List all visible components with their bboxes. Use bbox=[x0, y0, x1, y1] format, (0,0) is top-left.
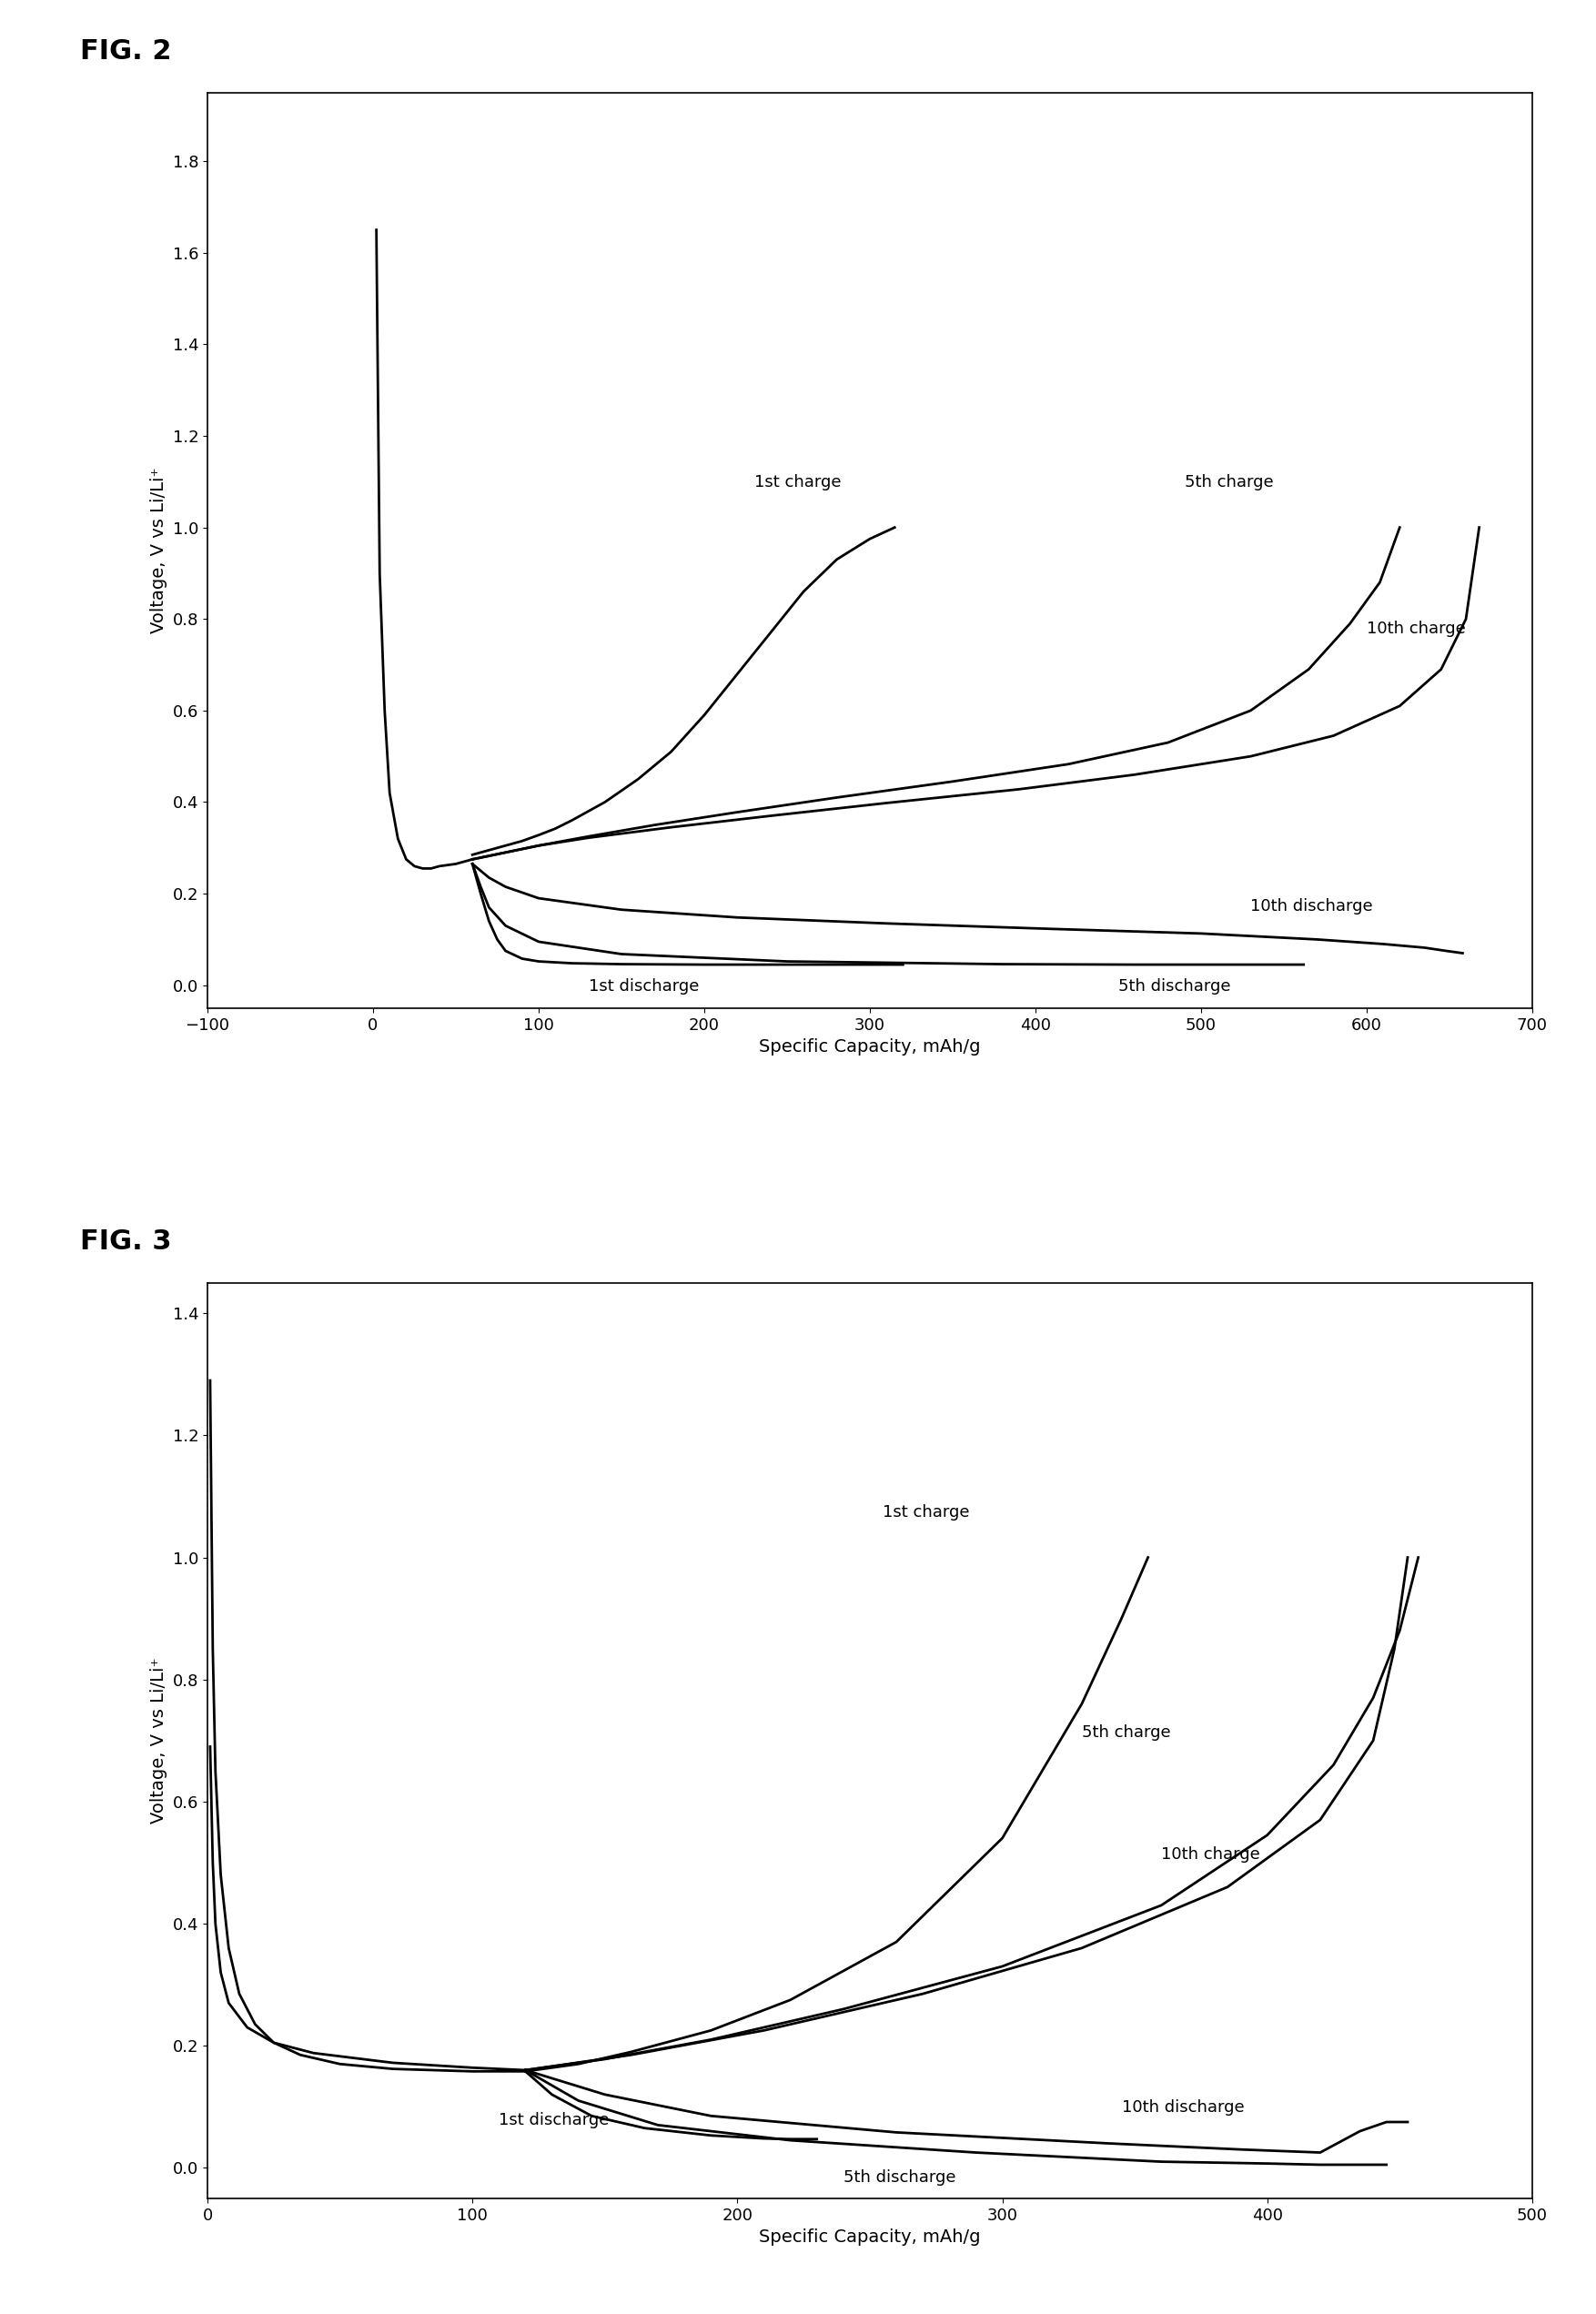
Text: 1st charge: 1st charge bbox=[883, 1504, 970, 1520]
Text: 5th charge: 5th charge bbox=[1082, 1724, 1170, 1740]
Text: 1st discharge: 1st discharge bbox=[500, 2113, 610, 2129]
Y-axis label: Voltage, V vs Li/Li⁺: Voltage, V vs Li/Li⁺ bbox=[150, 467, 168, 634]
Text: 10th charge: 10th charge bbox=[1162, 1847, 1261, 1863]
Text: FIG. 3: FIG. 3 bbox=[80, 1229, 171, 1254]
Text: 1st charge: 1st charge bbox=[753, 474, 841, 491]
Text: 5th discharge: 5th discharge bbox=[1119, 979, 1231, 995]
X-axis label: Specific Capacity, mAh/g: Specific Capacity, mAh/g bbox=[760, 1039, 980, 1055]
Y-axis label: Voltage, V vs Li/Li⁺: Voltage, V vs Li/Li⁺ bbox=[150, 1657, 168, 1823]
Text: 5th charge: 5th charge bbox=[1184, 474, 1274, 491]
Text: 10th discharge: 10th discharge bbox=[1251, 898, 1373, 914]
X-axis label: Specific Capacity, mAh/g: Specific Capacity, mAh/g bbox=[760, 2228, 980, 2247]
Text: 10th discharge: 10th discharge bbox=[1122, 2099, 1243, 2115]
Text: 10th charge: 10th charge bbox=[1366, 620, 1465, 636]
Text: 1st discharge: 1st discharge bbox=[589, 979, 699, 995]
Text: FIG. 2: FIG. 2 bbox=[80, 39, 171, 65]
Text: 5th discharge: 5th discharge bbox=[843, 2171, 956, 2187]
